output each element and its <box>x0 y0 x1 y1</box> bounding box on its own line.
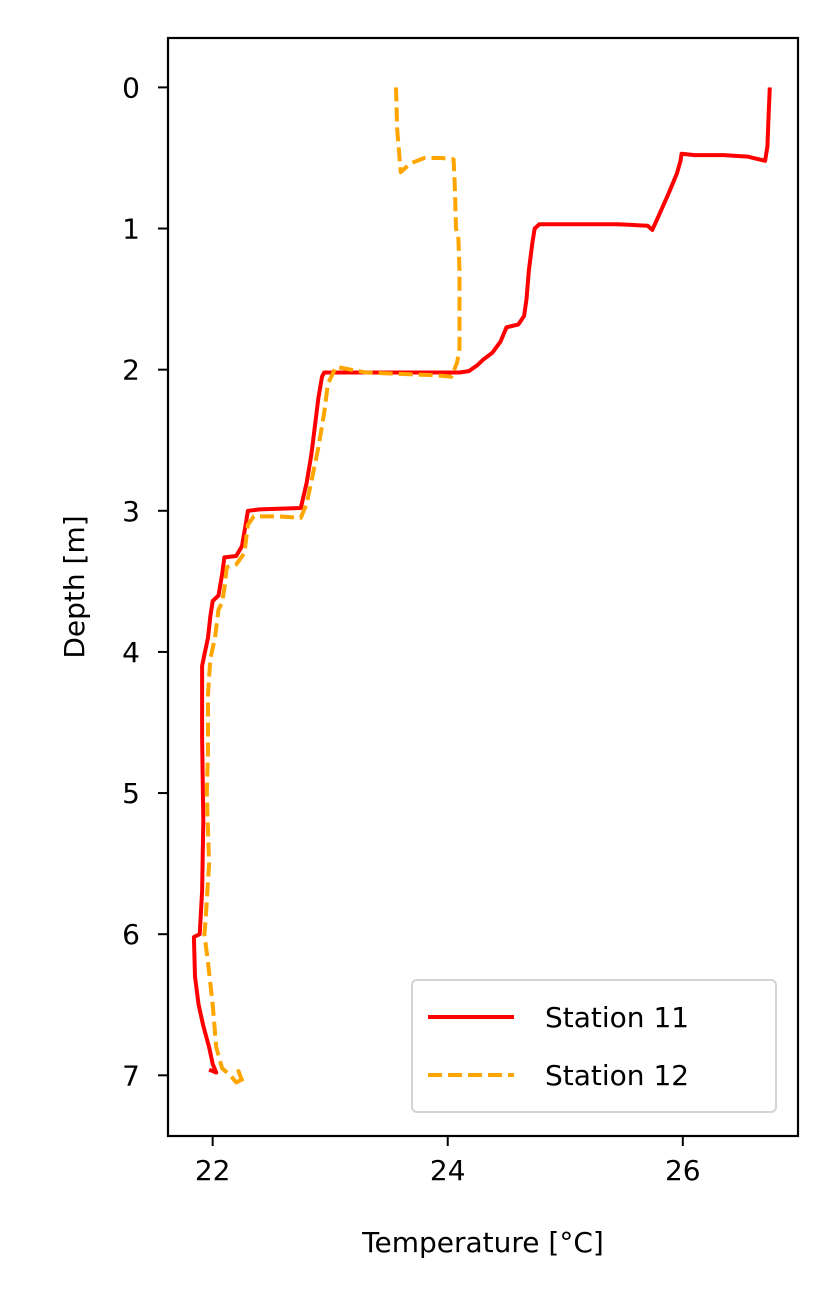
y-axis: 0 1 2 3 4 5 6 7 <box>122 71 168 1092</box>
y-tick-label: 1 <box>122 213 140 246</box>
y-tick-label: 3 <box>122 495 140 528</box>
y-axis-title: Depth [m] <box>58 515 91 658</box>
legend: Station 11 Station 12 <box>411 979 777 1113</box>
x-tick-label: 22 <box>195 1154 231 1187</box>
plot-frame <box>166 36 800 1138</box>
y-tick-label: 6 <box>122 918 140 951</box>
series-line-2 <box>202 87 462 1085</box>
x-tick-label: 26 <box>665 1154 701 1187</box>
y-tick-label: 2 <box>122 354 140 387</box>
y-tick-label: 7 <box>122 1059 140 1092</box>
y-tick-label: 0 <box>122 71 140 104</box>
y-tick-label: 4 <box>122 636 140 669</box>
y-tick-label: 5 <box>122 777 140 810</box>
series-layer <box>191 87 772 1085</box>
series-line-1 <box>191 87 772 1075</box>
x-axis-title: Temperature [°C] <box>361 1226 604 1259</box>
x-axis: 22 24 26 <box>195 1136 701 1187</box>
legend-label: Station 11 <box>545 1001 689 1034</box>
legend-label: Station 12 <box>545 1059 689 1092</box>
x-tick-label: 24 <box>430 1154 466 1187</box>
legend-box <box>411 979 777 1113</box>
